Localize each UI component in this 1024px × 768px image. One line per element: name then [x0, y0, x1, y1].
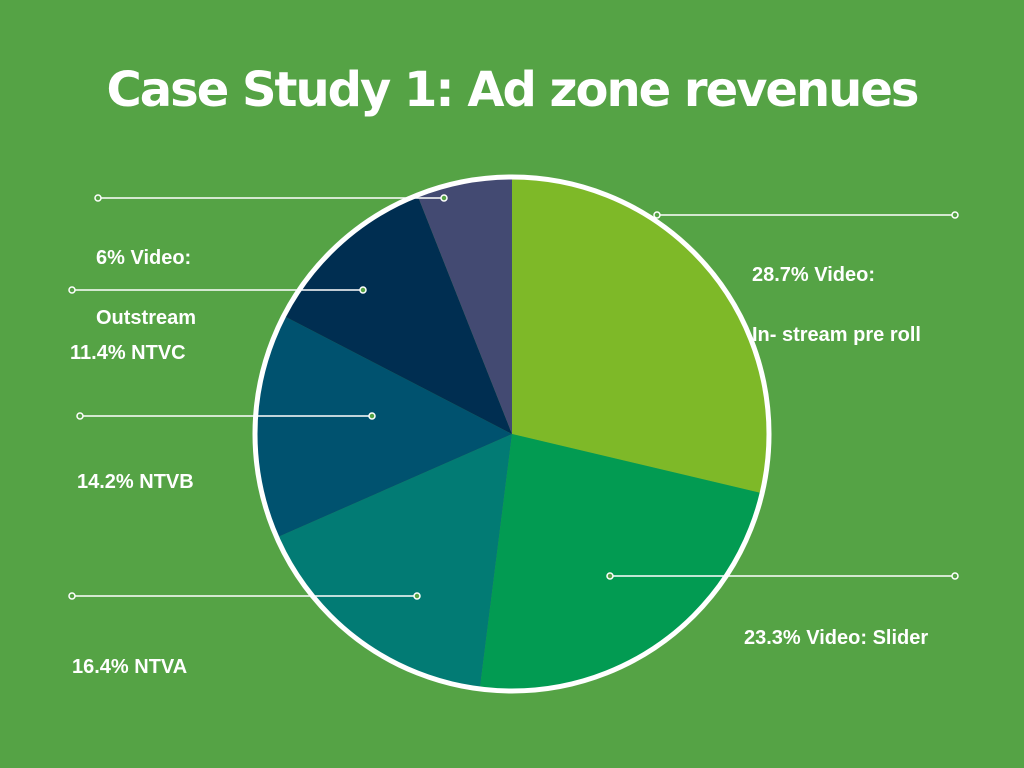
pie-slice-ntvc [283, 195, 512, 434]
pie-slice-slider [479, 434, 763, 691]
leader-dot [653, 211, 661, 219]
slice-label-outstream: 6% Video: Outstream [96, 213, 196, 363]
pie-border [252, 174, 772, 694]
slice-label-line: 28.7% Video: [752, 264, 876, 286]
slice-label-ntvc: 11.4% NTVC [70, 308, 186, 398]
leader-dot [76, 412, 84, 420]
leader-dot [440, 194, 448, 202]
leader-dot [413, 592, 421, 600]
leader-dot [606, 572, 614, 580]
leader-dot [951, 211, 959, 219]
leader-dot [951, 572, 959, 580]
slice-label-line: 11.4% NTVC [70, 342, 186, 364]
leader-dot [68, 286, 76, 294]
pie-slice-ntvb [254, 315, 512, 538]
slice-label-slider: 23.3% Video: Slider [744, 593, 928, 683]
leader-dot [68, 592, 76, 600]
leader-dot [359, 286, 367, 294]
chart-title: Case Study 1: Ad zone revenues [106, 62, 920, 118]
slice-label-line: 6% Video: [96, 247, 192, 269]
leader-dot [94, 194, 102, 202]
slice-label-line: 16.4% NTVA [72, 656, 188, 678]
slice-label-line: 14.2% NTVB [77, 471, 194, 493]
slice-label-instream: 28.7% Video: In- stream pre roll [752, 230, 921, 380]
slice-label-ntva: 16.4% NTVA [72, 622, 187, 712]
pie-slice-instream [512, 177, 769, 494]
slice-label-line: 23.3% Video: Slider [744, 627, 929, 649]
leader-lines [68, 194, 959, 600]
leader-dot [368, 412, 376, 420]
slice-label-line: In- stream pre roll [752, 324, 921, 346]
pie-slices [254, 177, 769, 691]
slice-label-line: Outstream [96, 307, 197, 329]
pie-slice-outstream [417, 177, 512, 434]
slice-label-ntvb: 14.2% NTVB [77, 437, 194, 527]
pie-slice-ntva [276, 434, 512, 689]
